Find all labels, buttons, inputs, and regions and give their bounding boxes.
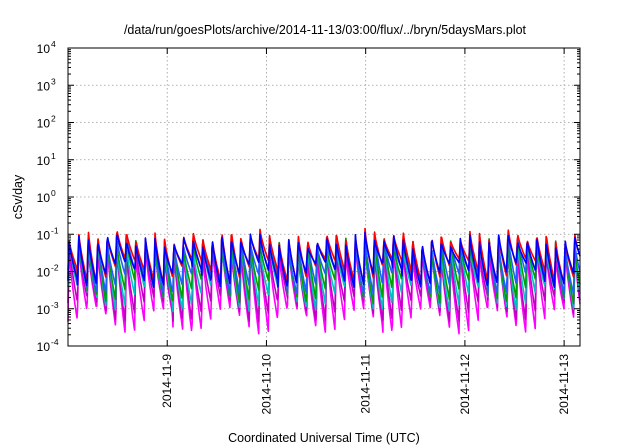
y-tick-label: 10 <box>37 266 51 280</box>
y-tick-exponent: -3 <box>51 300 59 310</box>
y-tick-label: 10 <box>37 228 51 242</box>
y-tick-exponent: 3 <box>51 76 56 86</box>
x-tick-label: 2014-11-11 <box>359 354 373 414</box>
series-layer <box>67 227 581 335</box>
y-tick-label: 10 <box>37 340 51 354</box>
y-tick-exponent: -2 <box>51 263 59 273</box>
x-tick-label: 2014-11-10 <box>259 354 273 415</box>
y-tick-exponent: -1 <box>51 225 59 235</box>
y-tick-exponent: 2 <box>51 114 56 124</box>
x-axis-title: Coordinated Universal Time (UTC) <box>228 431 420 445</box>
chart-title: /data/run/goesPlots/archive/2014-11-13/0… <box>124 23 527 37</box>
y-tick-exponent: 1 <box>51 151 56 161</box>
x-tick-label: 2014-11-13 <box>557 354 571 415</box>
x-tick-label: 2014-11-9 <box>160 354 174 408</box>
y-tick-label: 10 <box>37 303 51 317</box>
series-line <box>67 231 581 289</box>
y-tick-exponent: 0 <box>51 188 56 198</box>
tick-layer <box>68 47 580 347</box>
y-tick-label: 10 <box>37 191 51 205</box>
y-tick-label: 10 <box>37 42 51 56</box>
y-tick-label: 10 <box>37 154 51 168</box>
y-tick-exponent: 4 <box>51 39 56 49</box>
series-line <box>67 243 581 335</box>
y-tick-label: 10 <box>37 117 51 131</box>
y-tick-exponent: -4 <box>51 337 59 347</box>
y-tick-label: 10 <box>37 79 51 93</box>
x-tick-label: 2014-11-12 <box>458 354 472 415</box>
y-axis-title: cSv/day <box>11 174 25 219</box>
